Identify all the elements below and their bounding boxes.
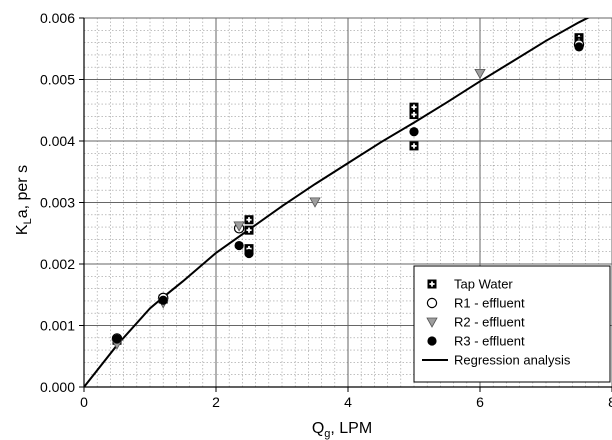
point-tap-water: [409, 110, 419, 120]
y-tick-label: 0.006: [40, 10, 75, 26]
x-ticks: 0 2 4 6 8: [80, 387, 612, 410]
legend-label-regression-analysis: Regression analysis: [454, 353, 571, 368]
x-tick-label: 0: [80, 394, 88, 410]
x-tick-label: 4: [344, 394, 352, 410]
point-tap-water: [409, 102, 419, 112]
legend-swatch-tap-water: [427, 279, 437, 289]
legend-label-tap-water: Tap Water: [454, 277, 513, 292]
points-layer: [111, 33, 585, 350]
y-tick-label: 0.003: [40, 195, 75, 211]
x-tick-label: 6: [476, 394, 484, 410]
x-tick-label: 2: [212, 394, 220, 410]
legend-swatch-r2-effluent: [426, 317, 438, 328]
point-tap-water: [244, 215, 254, 225]
point-r2-effluent: [233, 221, 245, 232]
x-axis-label: Qg, LPM: [312, 420, 372, 440]
legend-label-r2-effluent: R2 - effluent: [454, 315, 525, 330]
legend-label-r3-effluent: R3 - effluent: [454, 334, 525, 349]
point-r3-effluent: [574, 42, 584, 52]
legend-box: [413, 265, 611, 383]
point-r2-effluent: [474, 68, 486, 80]
x-tick-label: 8: [608, 394, 612, 410]
point-tap-water: [409, 141, 419, 151]
y-tick-label: 0.001: [40, 318, 75, 334]
major-grid: [84, 17, 612, 387]
legend-label-r1-effluent: R1 - effluent: [454, 296, 525, 311]
point-r3-effluent: [158, 295, 168, 305]
point-r3-effluent: [409, 127, 419, 137]
point-r3-effluent: [234, 240, 244, 251]
y-axis-label: KLa, per s: [14, 165, 34, 235]
point-r3-effluent: [244, 248, 254, 259]
legend-swatch-r3-effluent: [427, 336, 437, 346]
y-tick-label: 0.002: [40, 256, 75, 272]
point-tap-water: [244, 225, 254, 235]
y-ticks: 0.000 0.001 0.002 0.003 0.004 0.005 0.006: [40, 10, 84, 395]
point-r3-effluent: [112, 334, 122, 344]
point-r2-effluent: [309, 197, 321, 208]
legend: Tap Water R1 - effluent R2 - effluent R3 - …: [413, 265, 611, 383]
y-tick-label: 0.004: [40, 133, 75, 149]
y-tick-label: 0.005: [40, 72, 75, 88]
legend-swatch-r1-effluent: [426, 297, 438, 309]
y-tick-label: 0.000: [40, 379, 75, 395]
